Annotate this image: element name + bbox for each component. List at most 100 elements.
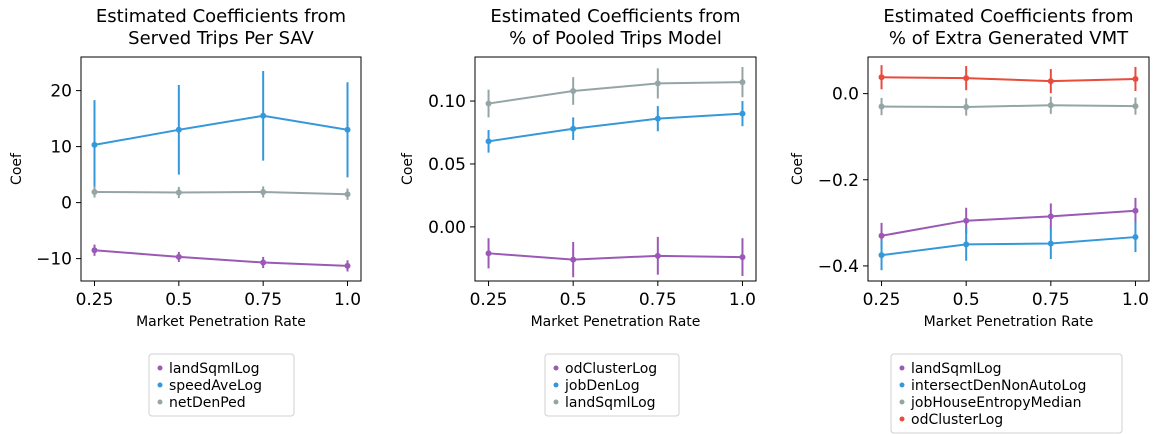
legend-marker [553,399,559,405]
data-point [260,188,267,195]
series-line [488,81,743,105]
chart-title-line: Estimated Coefficients from [96,6,346,27]
series-line [881,104,1136,108]
data-point [1132,75,1139,82]
series-line [488,112,743,143]
data-point [485,138,492,145]
y-tick-label: 0.00 [428,218,466,238]
series-line [94,190,348,196]
data-point [1047,213,1054,220]
chart-panel-2: Estimated Coefficients from% of Pooled T… [400,6,757,417]
y-axis-label: Coef [400,152,416,185]
x-tick-label: 0.25 [76,290,114,310]
data-point [963,103,970,110]
data-point [1132,103,1139,110]
data-point [878,74,885,81]
series-speedAveLog [91,71,351,190]
data-point [878,252,885,259]
x-tick-label: 1.0 [1122,290,1149,310]
chart-title-line: Served Trips Per SAV [128,28,314,49]
y-tick-label: 20 [50,82,72,102]
data-point [1047,102,1054,109]
x-tick-label: 0.25 [863,290,901,310]
legend-marker [899,365,905,371]
data-point [570,87,577,94]
series-odClusterLog [485,236,746,278]
series-line [488,252,743,261]
data-point [1132,207,1139,214]
data-point [739,110,746,117]
legend-entry: jobDenLog [564,378,640,394]
x-axis-label: Market Penetration Rate [531,314,701,330]
data-point [570,256,577,263]
data-point [344,126,351,133]
x-tick-label: 0.5 [165,290,192,310]
x-tick-label: 0.5 [953,290,980,310]
data-point [963,75,970,82]
data-point [91,188,98,195]
legend-marker [157,382,163,388]
chart-panel-3: Estimated Coefficients from% of Extra Ge… [790,6,1150,434]
data-point [175,126,182,133]
series-landSqmlLog [878,197,1139,249]
legend-entry: jobHouseEntropyMedian [910,395,1082,411]
series-landSqmlLog [91,244,351,272]
plot-frame [474,56,757,282]
x-tick-label: 0.25 [470,290,508,310]
y-tick-label: 0.10 [428,92,466,112]
legend-entry: odClusterLog [565,361,657,377]
legend-marker [899,416,905,422]
series-line [94,114,348,146]
x-axis-label: Market Penetration Rate [924,314,1094,330]
legend-box [890,353,1123,434]
x-tick-label: 1.0 [334,290,361,310]
y-tick-label: 0.0 [832,85,859,105]
data-point [570,125,577,132]
y-axis-label: Coef [790,152,806,185]
data-point [878,103,885,110]
data-point [175,253,182,260]
data-point [344,191,351,198]
legend-marker [899,382,905,388]
legend-marker [157,365,163,371]
data-point [485,100,492,107]
series-netDenPed [91,186,351,200]
y-tick-label: 0.05 [428,155,466,175]
chart-title-line: Estimated Coefficients from [490,6,740,27]
legend-entry: netDenPed [169,395,246,411]
chart-title-line: % of Pooled Trips Model [509,28,722,49]
data-point [1132,234,1139,241]
series-line [881,209,1136,237]
legend-entry: landSqmlLog [169,361,260,377]
data-point [739,79,746,86]
legend-entry: landSqmlLog [565,395,656,411]
data-point [485,250,492,257]
series-line [881,236,1136,257]
legend-entry: odClusterLog [911,412,1003,428]
chart-title-line: % of Extra Generated VMT [889,28,1129,49]
plot-frame [80,56,362,282]
data-point [260,259,267,266]
legend-marker [553,382,559,388]
data-point [963,217,970,224]
series-odClusterLog [878,65,1139,94]
data-point [878,232,885,239]
plot-frame [867,56,1150,282]
x-axis-label: Market Penetration Rate [136,314,306,330]
series-line [881,76,1136,83]
legend-entry: landSqmlLog [911,361,1002,377]
series-jobHouseEntropyMedian [878,96,1139,116]
data-point [91,141,98,148]
x-tick-label: 0.75 [639,290,677,310]
data-point [344,262,351,269]
y-tick-label: −0.2 [818,171,859,191]
legend: landSqmlLogintersectDenNonAutoLogjobHous… [890,353,1123,434]
series-jobDenLog [485,101,746,153]
y-tick-label: −0.4 [818,257,859,277]
data-point [1047,240,1054,247]
data-point [91,247,98,254]
data-point [654,115,661,122]
